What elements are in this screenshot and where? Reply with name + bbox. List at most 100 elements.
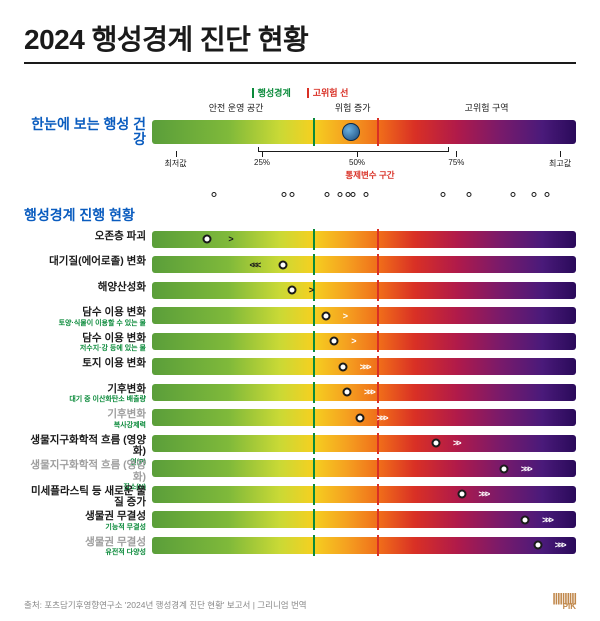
summary-dot [363, 192, 368, 197]
boundary-row: 토지 이용 변화 >>> [24, 358, 576, 380]
row-label: 생물권 무결성기능적 무결성 [24, 511, 152, 531]
boundary-row: 생물지구화학적 흐름 (영양화)인(P)>> [24, 435, 576, 457]
row-bar-wrap: >>> [152, 384, 576, 401]
trend-arrow-icon: >>> [555, 540, 565, 550]
row-bar-wrap: > [152, 282, 576, 299]
zone-label: 고위험 구역 [387, 101, 586, 114]
trend-arrow-icon: >>> [364, 387, 374, 397]
boundary-row: 담수 이용 변화저수지·강 등에 있는 물> [24, 333, 576, 355]
row-label: 해양산성화 [24, 282, 152, 294]
tick-label: 최저값 [165, 158, 187, 169]
marker [521, 515, 530, 524]
summary-dot [467, 192, 472, 197]
row-sublabel: 복사강제력 [24, 422, 146, 430]
health-bar-wrap [152, 120, 576, 144]
legend-highrisk-line [307, 88, 309, 98]
row-bar-wrap: > [152, 333, 576, 350]
pik-bars-icon: |||||||||| [552, 594, 576, 602]
footer: 출처: 포츠담기후영향연구소 '2024년 행성경계 진단 현황' 보고서 | … [24, 594, 576, 611]
highrisk-line [377, 331, 379, 352]
row-label-text: 생물권 무결성 [85, 510, 146, 522]
tick-label: 75% [448, 158, 464, 167]
row-bar-wrap: > [152, 307, 576, 324]
row-bar-wrap: > [152, 231, 576, 248]
pik-label: PIK [563, 602, 576, 611]
boundary-row: 대기질(에어로졸) 변화 <<< [24, 256, 576, 278]
row-bar-wrap: >>> [152, 537, 576, 554]
highrisk-line [377, 484, 379, 505]
row-label-text: 담수 이용 변화 [82, 306, 146, 318]
row-bar: > [152, 333, 576, 350]
trend-arrow-icon: > [343, 311, 346, 321]
boundary-row: 오존층 파괴> [24, 231, 576, 253]
zone-labels: 안전 운영 공간위험 증가고위험 구역 [154, 101, 586, 114]
highrisk-line [377, 535, 379, 556]
summary-dot [337, 192, 342, 197]
row-bar: <<< [152, 256, 576, 273]
trend-arrow-icon: >>> [377, 413, 387, 423]
boundary-row: 기후변화대기 중 이산화탄소 배출량 >>> [24, 384, 576, 406]
row-label: 생물권 무결성유전적 다양성 [24, 537, 152, 557]
boundary-row: 미세플라스틱 등 새로운 물질 증가>>> [24, 486, 576, 508]
boundary-row: 생물권 무결성기능적 무결성 >>> [24, 511, 576, 533]
highrisk-line [377, 356, 379, 377]
marker [355, 413, 364, 422]
highrisk-line [377, 433, 379, 454]
boundary-line [313, 382, 315, 403]
trend-arrow-icon: <<< [250, 260, 260, 270]
boundary-line [313, 433, 315, 454]
row-label: 대기질(에어로졸) 변화 [24, 256, 152, 268]
row-sublabel: 저수지·강 등에 있는 물 [24, 345, 146, 353]
trend-arrow-icon: >>> [542, 515, 552, 525]
summary-dot [212, 192, 217, 197]
row-bar: >>> [152, 460, 576, 477]
row-label-text: 기후변화 [107, 383, 146, 395]
row-label: 기후변화대기 중 이산화탄소 배출량 [24, 384, 152, 404]
boundary-line [313, 229, 315, 250]
row-label: 담수 이용 변화토양·식물이 이용할 수 있는 물 [24, 307, 152, 327]
marker [457, 490, 466, 499]
row-label-text: 토지 이용 변화 [82, 357, 146, 369]
trend-arrow-icon: > [351, 336, 354, 346]
tick-label: 최고값 [549, 158, 571, 169]
summary-dot [441, 192, 446, 197]
row-label-text: 생물권 무결성 [85, 536, 146, 548]
marker [330, 337, 339, 346]
row-label-text: 대기질(에어로졸) 변화 [49, 255, 146, 267]
globe-icon [342, 123, 360, 141]
row-bar-wrap: >>> [152, 409, 576, 426]
boundary-row: 기후변화복사강제력 >>> [24, 409, 576, 431]
highrisk-line [377, 509, 379, 530]
boundary-line [313, 458, 315, 479]
dot-summary [154, 189, 586, 201]
boundary-line [313, 356, 315, 377]
tick-row: 최저값25%50%75%최고값 [154, 151, 586, 165]
row-bar-wrap: >>> [152, 358, 576, 375]
row-bar: > [152, 282, 576, 299]
summary-dot [324, 192, 329, 197]
control-label: 통제변수 구간 [154, 169, 586, 181]
zone-label: 안전 운영 공간 [154, 101, 318, 114]
marker [343, 388, 352, 397]
row-bar-wrap: >>> [152, 511, 576, 528]
highrisk-line [377, 382, 379, 403]
tick-line [456, 151, 457, 157]
tick-line [262, 151, 263, 157]
page-title: 2024 행성경계 진단 현황 [24, 18, 576, 58]
row-sublabel: 대기 중 이산화탄소 배출량 [24, 396, 146, 404]
boundary-row: 생물권 무결성유전적 다양성 >>> [24, 537, 576, 559]
row-label: 토지 이용 변화 [24, 358, 152, 370]
row-label: 기후변화복사강제력 [24, 409, 152, 429]
highrisk-line [377, 305, 379, 326]
legend-boundary-line [252, 88, 254, 98]
row-bar: > [152, 307, 576, 324]
boundary-line [313, 280, 315, 301]
title-underline [24, 62, 576, 64]
highrisk-line [377, 458, 379, 479]
summary-dot [290, 192, 295, 197]
summary-dot [510, 192, 515, 197]
row-bar: >>> [152, 409, 576, 426]
tick-line [560, 151, 561, 157]
row-label-text: 기후변화 [107, 408, 146, 420]
trend-arrow-icon: >>> [360, 362, 370, 372]
